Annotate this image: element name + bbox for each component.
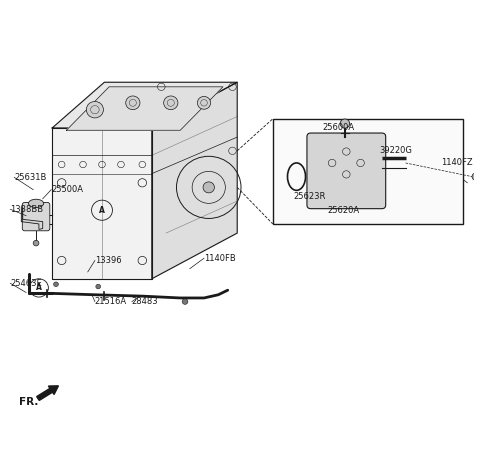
Polygon shape: [21, 207, 43, 229]
Text: 21516A: 21516A: [95, 297, 127, 306]
Text: FR.: FR.: [19, 397, 38, 407]
Circle shape: [33, 240, 39, 246]
Text: 25500A: 25500A: [51, 185, 83, 194]
Text: A: A: [36, 283, 42, 292]
Polygon shape: [52, 82, 237, 128]
Text: 25600A: 25600A: [323, 122, 355, 132]
Circle shape: [182, 299, 188, 304]
Text: 25620A: 25620A: [327, 206, 360, 215]
Polygon shape: [52, 128, 152, 279]
FancyBboxPatch shape: [307, 133, 386, 209]
Circle shape: [54, 282, 59, 287]
Text: 28483: 28483: [132, 297, 158, 306]
FancyBboxPatch shape: [22, 202, 50, 231]
Text: 25631B: 25631B: [14, 173, 47, 182]
Circle shape: [340, 119, 349, 128]
Ellipse shape: [28, 199, 44, 207]
Bar: [273, 119, 463, 224]
Circle shape: [164, 96, 178, 110]
Text: 25623R: 25623R: [293, 192, 325, 201]
FancyArrow shape: [36, 386, 59, 400]
Circle shape: [197, 96, 211, 109]
Circle shape: [86, 101, 103, 118]
Circle shape: [96, 284, 101, 289]
Text: A: A: [99, 206, 105, 215]
Text: 39220G: 39220G: [380, 146, 412, 155]
Text: 1140FB: 1140FB: [204, 254, 236, 263]
Polygon shape: [152, 82, 237, 279]
Text: 1140FZ: 1140FZ: [441, 158, 473, 167]
Text: 25463E: 25463E: [11, 279, 42, 288]
Text: 1338BB: 1338BB: [11, 205, 44, 214]
Polygon shape: [66, 87, 223, 130]
Circle shape: [126, 96, 140, 110]
Text: 13396: 13396: [95, 256, 121, 265]
Circle shape: [203, 182, 215, 193]
Circle shape: [472, 173, 480, 180]
